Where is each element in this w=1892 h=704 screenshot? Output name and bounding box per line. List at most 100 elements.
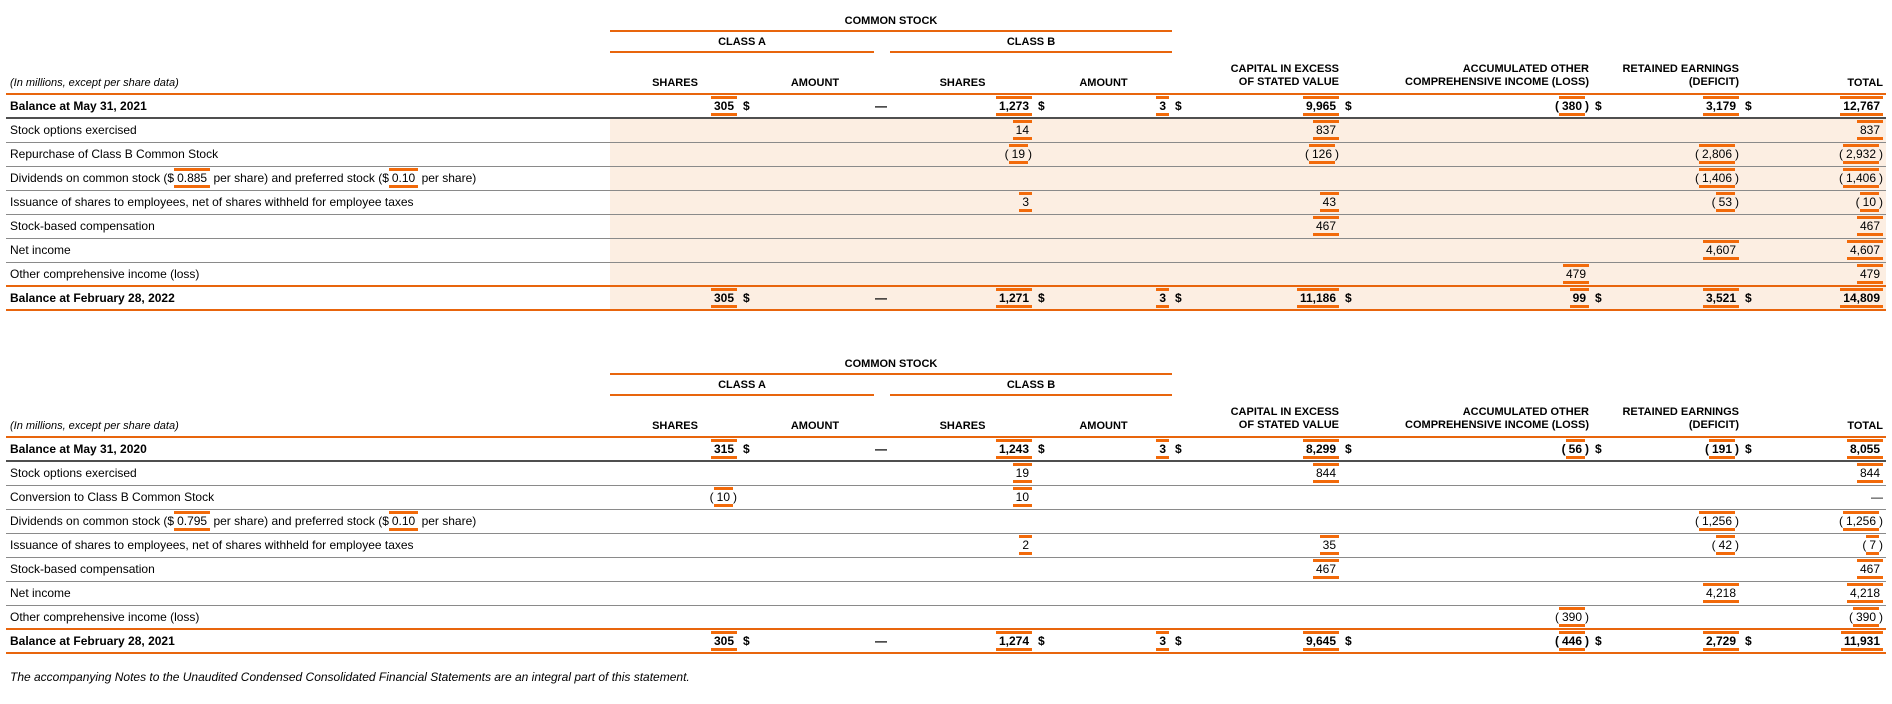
cell-aoci — [1342, 533, 1592, 558]
row-label: Stock options exercised — [6, 118, 610, 143]
row-label: Issuance of shares to employees, net of … — [6, 190, 610, 215]
row-label: Dividends on common stock ($ 0.795 per sh… — [6, 509, 610, 534]
dollar-sign: $ — [1745, 634, 1752, 648]
blank-cell — [1172, 355, 1886, 375]
cell-aoci — [1342, 118, 1592, 143]
cell-value: 467 — [1312, 559, 1342, 579]
xbrl-tagged-value: 844 — [1312, 463, 1339, 484]
cell-value: 315 — [710, 439, 740, 459]
common-stock-header-cell: COMMON STOCK — [610, 355, 1172, 375]
dollar-sign: $ — [1745, 442, 1752, 456]
cell-class-a-shares: 305 — [610, 286, 740, 311]
col-header-class-b-amount: AMOUNT — [1035, 53, 1172, 95]
xbrl-tagged-value: 0.10 — [388, 168, 419, 188]
xbrl-tagged-value: 467 — [1856, 559, 1883, 579]
blank-cell — [6, 32, 610, 53]
col-header-aoci: ACCUMULATED OTHER COMPREHENSIVE INCOME (… — [1342, 396, 1592, 438]
xbrl-tagged-value: 467 — [1312, 559, 1339, 579]
row-label: Dividends on common stock ($ 0.885 per sh… — [6, 166, 610, 191]
table-row: Balance at February 28, 2021 305 $ —1,274 $3… — [6, 629, 1886, 654]
row-label: Stock options exercised — [6, 461, 610, 486]
cell-capital-in-excess — [1172, 485, 1342, 510]
cell-total: 479 — [1742, 262, 1886, 287]
cell-class-b-amount — [1035, 166, 1172, 191]
equity-table-body-fy2021: Balance at May 31, 2020 315 $ —1,243 $3 $8,29… — [6, 437, 1886, 654]
cell-value: 9,645 — [1302, 631, 1342, 651]
cell-value: (390) — [1849, 606, 1886, 627]
xbrl-tagged-value: 3 — [1156, 631, 1169, 651]
cell-class-a-shares — [610, 581, 740, 606]
cell-value: 479 — [1562, 263, 1592, 284]
cell-aoci — [1342, 581, 1592, 606]
cell-value: (1,406) — [1839, 168, 1886, 188]
cell-retained-earnings — [1592, 118, 1742, 143]
cell-value: (53) — [1712, 192, 1742, 212]
xbrl-tagged-value: 4,218 — [1702, 583, 1739, 603]
cell-value: 467 — [1312, 216, 1342, 236]
row-label: Net income — [6, 238, 610, 263]
cell-class-a-shares: (10) — [610, 485, 740, 510]
cell-value: 35 — [1319, 535, 1342, 555]
dash-value: — — [875, 634, 887, 648]
cell-total: (390) — [1742, 605, 1886, 630]
xbrl-tagged-value: 53 — [1715, 192, 1735, 212]
cell-class-b-shares: 3 — [890, 190, 1035, 215]
cell-value: 305 — [710, 288, 740, 308]
xbrl-tagged-value: 0.795 — [174, 511, 211, 531]
cell-class-b-amount: $3 — [1035, 286, 1172, 311]
cell-class-a-amount — [740, 509, 890, 534]
common-stock-header: COMMON STOCK — [610, 16, 1172, 32]
col-header-class-b-amount: AMOUNT — [1035, 396, 1172, 438]
xbrl-tagged-value: 3 — [1019, 192, 1032, 212]
cell-retained-earnings — [1592, 461, 1742, 486]
cell-value: 3,179 — [1702, 96, 1742, 116]
cell-class-b-shares — [890, 166, 1035, 191]
cell-value: 844 — [1312, 463, 1342, 484]
xbrl-tagged-value: 42 — [1715, 535, 1735, 555]
xbrl-tagged-value: 1,273 — [995, 96, 1032, 116]
cell-value: 14 — [1012, 120, 1035, 141]
xbrl-tagged-value: 4,607 — [1702, 240, 1739, 260]
cell-value: 8,055 — [1846, 439, 1886, 459]
cell-capital-in-excess: 35 — [1172, 533, 1342, 558]
cell-value: (56) — [1562, 439, 1592, 459]
xbrl-tagged-value: 12,767 — [1840, 96, 1883, 116]
cell-class-a-shares — [610, 605, 740, 630]
table-row: Other comprehensive income (loss) (390) (3… — [6, 605, 1886, 630]
table-row: Balance at February 28, 2022 305 $ —1,271 $3… — [6, 286, 1886, 311]
cell-capital-in-excess: $11,186 — [1172, 286, 1342, 311]
cell-class-b-amount: $3 — [1035, 629, 1172, 654]
cell-value: 467 — [1856, 216, 1886, 236]
xbrl-tagged-value: 8,299 — [1302, 439, 1339, 459]
cell-class-b-amount — [1035, 190, 1172, 215]
financial-statement-page: COMMON STOCK CLASS A CLASS B (In million… — [6, 0, 1886, 684]
cell-value: (42) — [1712, 535, 1742, 555]
cell-value: 3 — [1156, 439, 1172, 459]
common-stock-header-cell: COMMON STOCK — [610, 12, 1172, 32]
xbrl-tagged-value: 479 — [1562, 263, 1589, 284]
cell-capital-in-excess — [1172, 238, 1342, 263]
cell-total: 467 — [1742, 557, 1886, 582]
xbrl-tagged-value: 4,218 — [1846, 583, 1883, 603]
cell-class-a-shares — [610, 190, 740, 215]
cell-value: 3 — [1019, 192, 1035, 212]
table-row: Balance at May 31, 2021 305 $ —1,273 $3 $9,96… — [6, 94, 1886, 119]
cell-retained-earnings: $3,521 — [1592, 286, 1742, 311]
xbrl-tagged-value: 1,256 — [1698, 511, 1735, 531]
cell-class-b-shares — [890, 605, 1035, 630]
col-header-aoci: ACCUMULATED OTHER COMPREHENSIVE INCOME (… — [1342, 53, 1592, 95]
cell-value: 10 — [1012, 487, 1035, 507]
cell-total: 4,607 — [1742, 238, 1886, 263]
col-header-retained-earnings: RETAINED EARNINGS (DEFICIT) — [1592, 53, 1742, 95]
cell-capital-in-excess: 43 — [1172, 190, 1342, 215]
dollar-sign: $ — [1345, 442, 1352, 456]
cell-capital-in-excess: (126) — [1172, 142, 1342, 167]
xbrl-tagged-value: 4,607 — [1846, 240, 1883, 260]
cell-class-b-amount — [1035, 142, 1172, 167]
cell-value: 4,607 — [1846, 240, 1886, 260]
class-header-row: CLASS A CLASS B — [6, 375, 1886, 396]
cell-aoci — [1342, 166, 1592, 191]
dash-value: — — [875, 442, 887, 456]
xbrl-tagged-value: 844 — [1856, 463, 1883, 484]
cell-aoci — [1342, 238, 1592, 263]
